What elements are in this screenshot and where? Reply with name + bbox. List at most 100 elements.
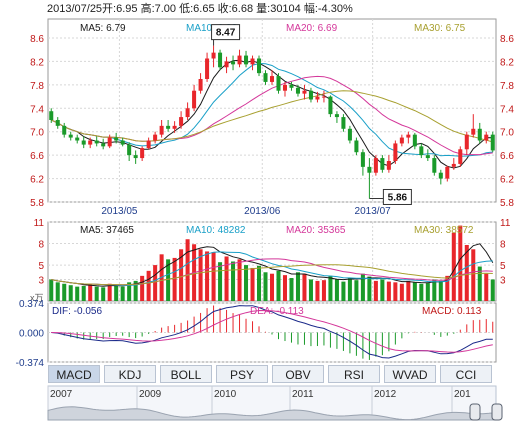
volume-bar [334,279,339,301]
volume-bar [68,285,73,301]
volume-bar [205,251,210,301]
candle-body [231,61,236,65]
price-axis-tick-left: 7.0 [30,128,44,139]
volume-bar [172,257,177,301]
price-axis-tick-right: 7.4 [500,104,514,115]
candle-body [302,90,307,94]
volume-bar [127,282,132,301]
candle-body [282,84,287,91]
volume-bar [94,286,99,301]
volume-axis-tick-left: 8 [38,240,44,251]
tab-cci[interactable]: CCI [440,365,492,383]
volume-bar [153,265,158,301]
price-axis-tick-right: 5.8 [500,198,514,209]
candle-body [75,137,80,141]
candle-body [360,152,365,167]
volume-bar [321,280,326,301]
volume-axis-tick-right: 8 [500,240,506,251]
candle-body [68,134,73,138]
volume-bar [179,249,184,301]
macd-dif-label: DIF: -0.056 [52,306,102,317]
tab-wvad[interactable]: WVAD [384,365,436,383]
volume-axis-tick-left: 5 [38,261,44,272]
price-axis-tick-right: 7.8 [500,81,514,92]
candle-body [464,134,469,150]
tab-kdj[interactable]: KDJ [104,365,156,383]
volume-bar [458,225,463,301]
volume-bar [250,267,255,301]
candle-body [419,146,424,156]
price-ma-label: MA5: 6.79 [80,23,126,34]
candle-body [412,134,417,147]
volume-bar [354,280,359,301]
volume-bar [231,261,236,301]
max-callout-box [211,24,241,41]
min-callout-label: 5.86 [388,192,408,203]
volume-unit-label: x万 [30,293,44,303]
candle-body [380,158,385,170]
volume-bar [218,262,223,301]
volume-bar [373,280,378,301]
volume-bar [438,280,443,301]
volume-bar [341,281,346,301]
volume-bar [484,273,489,301]
tab-boll[interactable]: BOLL [160,365,212,383]
volume-bar [412,282,417,301]
macd-axis-tick-left: -0.374 [16,358,45,369]
navigator-year-label: 2012 [374,389,397,400]
candle-body [341,117,346,129]
candle-body [114,137,119,141]
volume-bar [198,249,203,301]
candle-body [367,166,372,173]
volume-bar [393,282,398,301]
tab-macd[interactable]: MACD [48,365,100,383]
candle-body [295,87,300,94]
price-axis-tick-left: 8.6 [30,34,44,45]
volume-bar [432,279,437,301]
volume-bar [406,280,411,301]
volume-bar [289,278,294,301]
volume-bar [399,283,404,301]
volume-axis-tick-left: 3 [38,275,44,286]
volume-bar [360,273,365,301]
volume-bar [386,281,391,301]
volume-bar [282,275,287,301]
min-callout-box [382,188,412,205]
volume-axis-tick-left: 11 [34,218,45,229]
volume-bar [257,265,262,301]
tab-psy[interactable]: PSY [216,365,268,383]
candle-body [445,166,450,179]
candle-body [94,140,99,144]
price-ma-label: MA30: 6.75 [414,23,466,34]
candle-body [244,55,249,65]
navigator-left-handle [469,403,481,421]
volume-bar [367,276,372,301]
candle-body [192,90,197,109]
volume-bar [244,265,249,301]
navigator-overview-area [47,406,497,421]
candle-body [328,96,333,115]
macd-dea-label: DEA: -0.113 [250,306,304,317]
volume-bar [471,249,476,301]
candle-body [354,140,359,153]
volume-bar [302,273,307,301]
tab-obv[interactable]: OBV [272,365,324,383]
volume-bar [81,285,86,301]
volume-bar [445,275,450,301]
candle-body [490,134,495,151]
volume-bar [88,284,93,301]
volume-axis-tick-right: 5 [500,261,506,272]
price-ma30-line [50,90,493,143]
candle-body [81,140,86,145]
price-axis-tick-right: 8.6 [500,34,514,45]
volume-bar [380,279,385,301]
navigator-year-label: 201 [454,389,471,400]
candle-body [484,134,489,141]
candle-body [172,125,177,129]
candle-body [250,58,255,65]
candle-body [432,158,437,173]
macd-axis-tick-left: 0.000 [19,329,44,340]
tab-rsi[interactable]: RSI [328,365,380,383]
volume-bar [107,283,112,301]
volume-ma-label: MA5: 37465 [80,225,134,236]
